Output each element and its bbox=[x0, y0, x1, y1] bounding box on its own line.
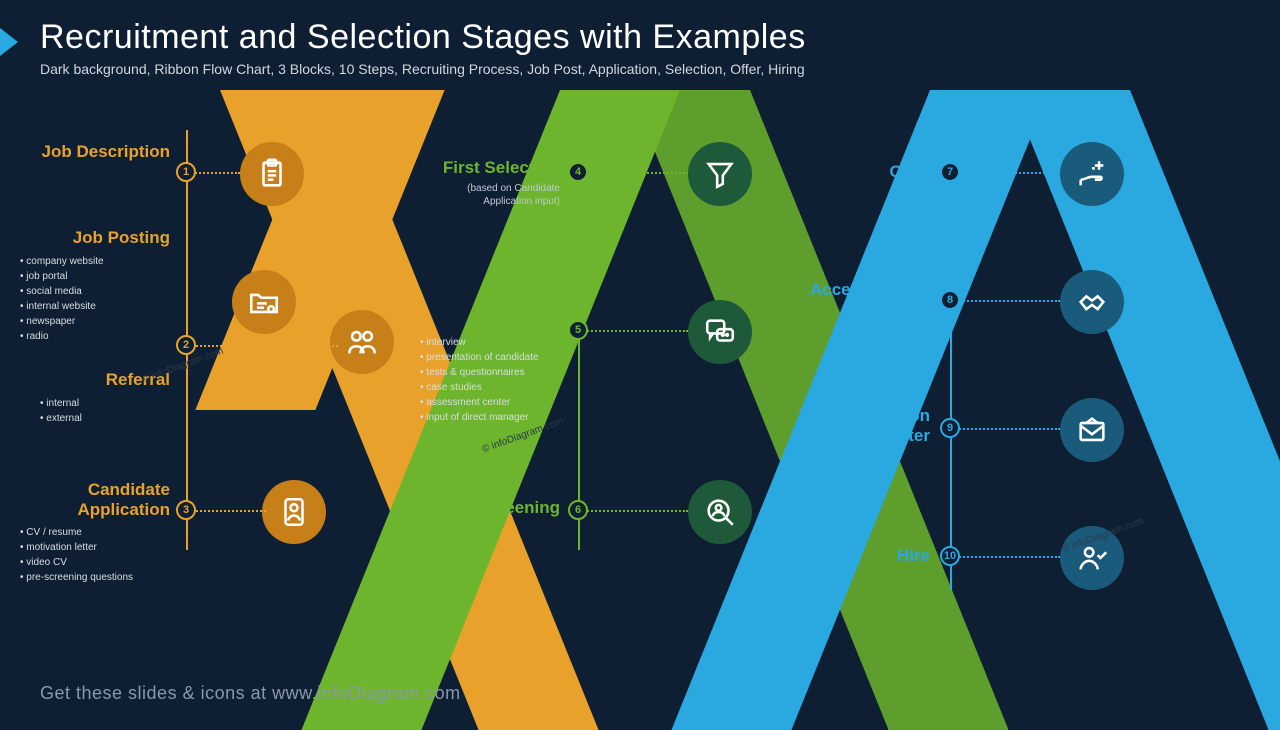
dots bbox=[580, 330, 688, 332]
step-bullets: internal external bbox=[40, 396, 170, 426]
step-3: Candidate Application CV / resume motiva… bbox=[20, 480, 170, 585]
ribbon-canvas: 1 2 3 4 5 6 7 8 9 10 Job Description Job… bbox=[0, 100, 1280, 680]
vline-blue bbox=[950, 130, 952, 590]
step-label: Hire bbox=[850, 546, 930, 566]
page-title: Recruitment and Selection Stages with Ex… bbox=[40, 18, 1240, 57]
step-10: Hire bbox=[850, 546, 930, 566]
folder-icon bbox=[232, 270, 296, 334]
step-bullets: CV / resume motivation letter video CV p… bbox=[20, 525, 170, 585]
chat-icon bbox=[688, 300, 752, 364]
step-num-10: 10 bbox=[940, 546, 960, 566]
step-bullets: company website job portal social media … bbox=[20, 254, 170, 344]
step-label: Intention Letter bbox=[810, 406, 930, 445]
dots bbox=[188, 510, 266, 512]
step-label: Screening bbox=[440, 498, 560, 518]
step-label: Offer bbox=[830, 162, 930, 182]
step-9: Intention Letter bbox=[810, 406, 930, 445]
people-icon bbox=[330, 310, 394, 374]
dots bbox=[952, 556, 1060, 558]
step-num-9: 9 bbox=[940, 418, 960, 438]
clipboard-icon bbox=[240, 142, 304, 206]
step-num-3: 3 bbox=[176, 500, 196, 520]
step-label: Candidate Application bbox=[20, 480, 170, 519]
page-subtitle: Dark background, Ribbon Flow Chart, 3 Bl… bbox=[40, 61, 1240, 77]
footer-text: Get these slides & icons at www.infoDiag… bbox=[40, 683, 461, 704]
step-num-4: 4 bbox=[568, 162, 588, 182]
funnel-icon bbox=[688, 142, 752, 206]
envelope-icon bbox=[1060, 398, 1124, 462]
vline-green bbox=[578, 130, 580, 550]
step-num-1: 1 bbox=[176, 162, 196, 182]
step-sub: (based on Candidate Application input) bbox=[420, 182, 560, 208]
hand-plus-icon bbox=[1060, 142, 1124, 206]
step-label: Second Selection bbox=[420, 290, 560, 329]
dots bbox=[580, 172, 688, 174]
step-4: First Selection (based on Candidate Appl… bbox=[420, 158, 560, 208]
step-7: Offer bbox=[830, 162, 930, 182]
step-6: Screening bbox=[440, 498, 560, 518]
step-label: Offer Acceptance by Candidate bbox=[790, 260, 930, 319]
idcard-icon bbox=[262, 480, 326, 544]
step-label: First Selection bbox=[420, 158, 560, 178]
step-num-7: 7 bbox=[940, 162, 960, 182]
handshake-icon bbox=[1060, 270, 1124, 334]
step-num-5: 5 bbox=[568, 320, 588, 340]
dots bbox=[188, 345, 338, 347]
step-bullets: interview presentation of candidate test… bbox=[420, 335, 560, 425]
step-num-6: 6 bbox=[568, 500, 588, 520]
dots bbox=[952, 428, 1060, 430]
step-1: Job Description bbox=[40, 142, 170, 162]
dots bbox=[952, 172, 1060, 174]
dots bbox=[580, 510, 688, 512]
step-label: Job Posting bbox=[20, 228, 170, 248]
step-num-2: 2 bbox=[176, 335, 196, 355]
header: Recruitment and Selection Stages with Ex… bbox=[0, 0, 1280, 85]
step-8: Offer Acceptance by Candidate bbox=[790, 260, 930, 319]
step-2: Job Posting company website job portal s… bbox=[20, 228, 170, 344]
search-person-icon bbox=[688, 480, 752, 544]
ribbon-blue-down bbox=[1010, 90, 1280, 730]
step-label: Job Description bbox=[40, 142, 170, 162]
step-5: Second Selection interview presentation … bbox=[420, 290, 560, 425]
dots bbox=[952, 300, 1060, 302]
step-num-8: 8 bbox=[940, 290, 960, 310]
